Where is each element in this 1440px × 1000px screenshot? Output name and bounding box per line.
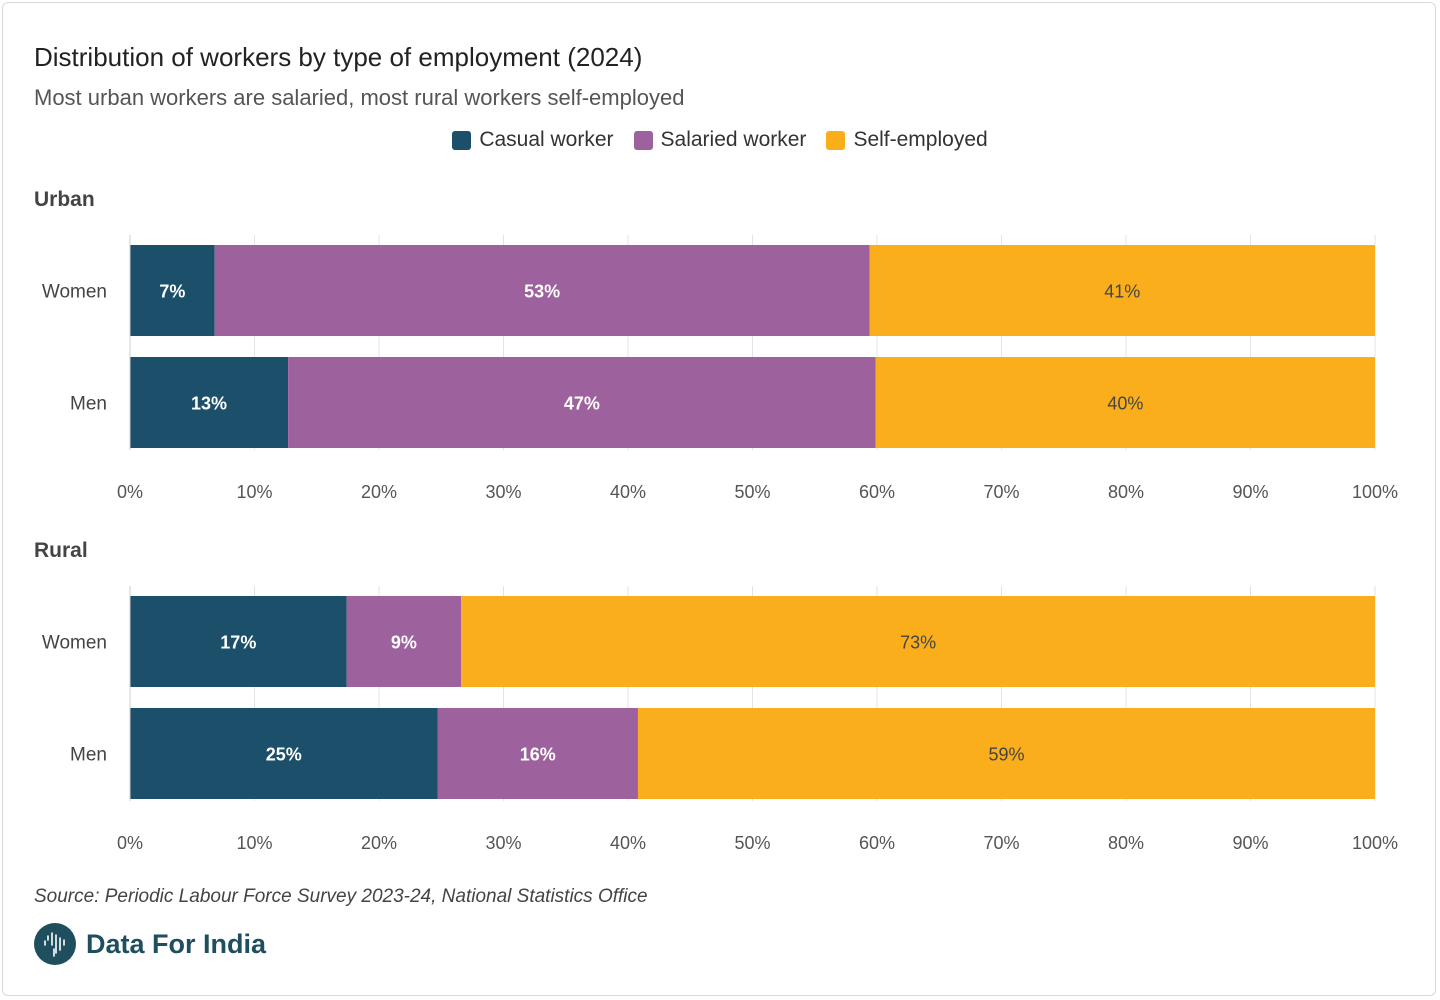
urban-bar-men-casual: [130, 357, 289, 448]
urban-tick-label: 20%: [361, 482, 397, 502]
urban-data-label: 53%: [524, 282, 560, 302]
rural-category-label: Women: [42, 633, 107, 654]
rural-tick-label: 80%: [1108, 833, 1144, 853]
urban-tick-label: 30%: [485, 482, 521, 502]
legend-swatch-casual: [452, 130, 472, 150]
urban-category-label: Women: [42, 282, 107, 303]
legend-label-casual: Casual worker: [479, 128, 614, 151]
urban-bar-men-salaried: [288, 357, 876, 448]
rural-tick-label: 0%: [117, 833, 143, 853]
rural-tick-label: 70%: [983, 833, 1019, 853]
panel-title-urban: Urban: [34, 188, 95, 211]
panel-title-rural: Rural: [34, 539, 88, 562]
india-map-logo-icon: [34, 923, 76, 965]
rural-data-label: 9%: [391, 633, 417, 653]
urban-tick-label: 0%: [117, 482, 143, 502]
rural-category-label: Men: [70, 745, 107, 766]
legend-item-casual: Casual worker: [452, 128, 614, 152]
rural-bar-women-salaried: [346, 596, 462, 687]
chart-title: Distribution of workers by type of emplo…: [34, 42, 643, 72]
urban-data-label: 40%: [1107, 394, 1143, 414]
rural-data-label: 73%: [900, 633, 936, 653]
legend-label-self-employed: Self-employed: [853, 128, 988, 151]
rural-data-label: 59%: [988, 745, 1024, 765]
legend-label-salaried: Salaried worker: [660, 128, 807, 151]
legend-item-salaried: Salaried worker: [633, 128, 807, 152]
urban-data-label: 7%: [159, 282, 185, 302]
urban-data-label: 41%: [1104, 282, 1140, 302]
chart-subtitle: Most urban workers are salaried, most ru…: [34, 85, 685, 110]
legend-swatch-salaried: [633, 130, 653, 150]
urban-tick-label: 80%: [1108, 482, 1144, 502]
rural-bar-women-casual: [130, 596, 347, 687]
rural-bar-men-self-employed: [637, 708, 1375, 799]
urban-data-label: 13%: [191, 394, 227, 414]
urban-tick-label: 90%: [1232, 482, 1268, 502]
urban-bar-women-self-employed: [869, 245, 1375, 336]
rural-tick-label: 20%: [361, 833, 397, 853]
rural-tick-label: 50%: [734, 833, 770, 853]
legend-swatch-self-employed: [826, 130, 846, 150]
rural-tick-label: 30%: [485, 833, 521, 853]
urban-tick-label: 40%: [610, 482, 646, 502]
rural-data-label: 25%: [266, 745, 302, 765]
rural-data-label: 17%: [220, 633, 256, 653]
brand: Data For India: [34, 923, 266, 965]
urban-tick-label: 10%: [236, 482, 272, 502]
rural-tick-label: 100%: [1352, 833, 1398, 853]
urban-data-label: 47%: [564, 394, 600, 414]
rural-data-label: 16%: [520, 745, 556, 765]
rural-bar-women-self-employed: [461, 596, 1375, 687]
urban-chart: Women 7% 53% 41% Men 13% 47% 40% 0% 10% 20% 30% 40% 5…: [42, 235, 1398, 502]
urban-category-label: Men: [70, 394, 107, 415]
source-note: Source: Periodic Labour Force Survey 202…: [34, 886, 648, 907]
rural-tick-label: 90%: [1232, 833, 1268, 853]
rural-tick-label: 40%: [610, 833, 646, 853]
urban-bar-men-self-employed: [875, 357, 1375, 448]
urban-tick-label: 50%: [734, 482, 770, 502]
urban-bar-women-casual: [130, 245, 215, 336]
rural-tick-label: 10%: [236, 833, 272, 853]
rural-bar-men-salaried: [437, 708, 638, 799]
legend: Casual worker Salaried worker Self-emplo…: [0, 128, 1440, 152]
legend-item-self-employed: Self-employed: [826, 128, 988, 152]
rural-bar-men-casual: [130, 708, 438, 799]
rural-chart: Women 17% 9% 73% Men 25% 16% 59% 0% 10% 20% 30% 40% 5…: [42, 586, 1398, 853]
urban-tick-label: 70%: [983, 482, 1019, 502]
urban-bar-women-salaried: [214, 245, 870, 336]
urban-tick-label: 60%: [859, 482, 895, 502]
urban-tick-label: 100%: [1352, 482, 1398, 502]
rural-tick-label: 60%: [859, 833, 895, 853]
brand-name: Data For India: [86, 928, 267, 959]
